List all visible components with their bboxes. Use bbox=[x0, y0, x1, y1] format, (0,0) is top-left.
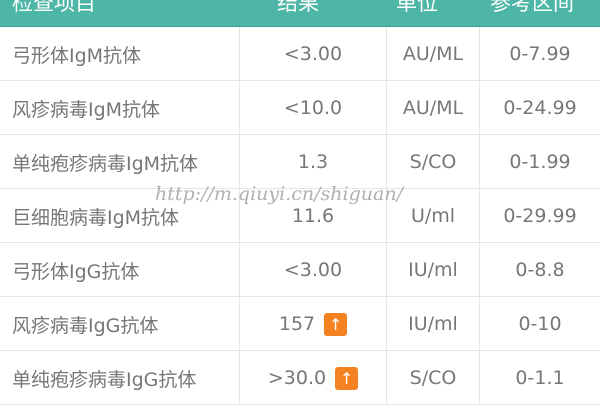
range-value: 0-7.99 bbox=[509, 43, 571, 65]
result-cell: 11.6 bbox=[240, 189, 387, 243]
result-cell: 157 ↑ bbox=[240, 297, 387, 351]
unit-value: IU/ml bbox=[408, 259, 458, 281]
range-cell: 0-10 bbox=[480, 297, 600, 351]
item-name: 弓形体IgM抗体 bbox=[0, 27, 240, 81]
unit-cell: AU/ML bbox=[387, 81, 480, 135]
arrow-up-icon: ↑ bbox=[335, 366, 359, 390]
item-text: 单纯疱疹病毒IgG抗体 bbox=[12, 368, 197, 391]
result-value: 11.6 bbox=[291, 205, 335, 227]
item-text: 风疹病毒IgG抗体 bbox=[12, 314, 159, 337]
result-cell: >30.0 ↑ bbox=[240, 351, 387, 405]
result-cell: 1.3 bbox=[240, 135, 387, 189]
header-unit: 单位 bbox=[396, 0, 438, 15]
unit-value: U/ml bbox=[410, 205, 456, 227]
result-value: 1.3 bbox=[297, 151, 329, 173]
item-name: 单纯疱疹病毒IgG抗体 bbox=[0, 351, 240, 405]
unit-cell: S/CO bbox=[387, 135, 480, 189]
result-value: >30.0 bbox=[267, 367, 327, 389]
result-cell: <10.0 bbox=[240, 81, 387, 135]
result-value: 157 bbox=[278, 313, 316, 335]
header-range: 参考区间 bbox=[490, 0, 574, 15]
table-row: 巨细胞病毒IgM抗体 11.6 U/ml 0-29.99 bbox=[0, 189, 600, 243]
item-name: 单纯疱疹病毒IgM抗体 bbox=[0, 135, 240, 189]
range-cell: 0-8.8 bbox=[480, 243, 600, 297]
table-header: 检查项目 结果 单位 参考区间 bbox=[0, 0, 600, 27]
unit-value: AU/ML bbox=[402, 97, 464, 119]
table-row: 弓形体IgM抗体 <3.00 AU/ML 0-7.99 bbox=[0, 27, 600, 81]
item-text: 弓形体IgM抗体 bbox=[12, 44, 142, 67]
item-name: 弓形体IgG抗体 bbox=[0, 243, 240, 297]
unit-cell: IU/ml bbox=[387, 297, 480, 351]
range-cell: 0-7.99 bbox=[480, 27, 600, 81]
range-value: 0-8.8 bbox=[515, 259, 565, 281]
range-cell: 0-1.99 bbox=[480, 135, 600, 189]
result-value: <10.0 bbox=[283, 97, 343, 119]
unit-cell: IU/ml bbox=[387, 243, 480, 297]
item-name: 风疹病毒IgM抗体 bbox=[0, 81, 240, 135]
item-text: 弓形体IgG抗体 bbox=[12, 260, 140, 283]
unit-cell: AU/ML bbox=[387, 27, 480, 81]
range-cell: 0-1.1 bbox=[480, 351, 600, 405]
header-result: 结果 bbox=[277, 0, 319, 15]
unit-value: AU/ML bbox=[402, 43, 464, 65]
range-value: 0-24.99 bbox=[503, 97, 577, 119]
result-value: <3.00 bbox=[283, 259, 343, 281]
item-text: 巨细胞病毒IgM抗体 bbox=[12, 206, 180, 229]
unit-cell: U/ml bbox=[387, 189, 480, 243]
item-text: 单纯疱疹病毒IgM抗体 bbox=[12, 152, 199, 175]
header-item: 检查项目 bbox=[12, 0, 96, 15]
unit-value: IU/ml bbox=[408, 313, 458, 335]
table-row: 弓形体IgG抗体 <3.00 IU/ml 0-8.8 bbox=[0, 243, 600, 297]
range-cell: 0-24.99 bbox=[480, 81, 600, 135]
table-row: 风疹病毒IgG抗体 157 ↑ IU/ml 0-10 bbox=[0, 297, 600, 351]
item-text: 风疹病毒IgM抗体 bbox=[12, 98, 161, 121]
unit-value: S/CO bbox=[409, 151, 457, 173]
table-row: 单纯疱疹病毒IgM抗体 1.3 S/CO 0-1.99 bbox=[0, 135, 600, 189]
range-value: 0-1.99 bbox=[509, 151, 571, 173]
table-row: 风疹病毒IgM抗体 <10.0 AU/ML 0-24.99 bbox=[0, 81, 600, 135]
range-value: 0-1.1 bbox=[515, 367, 565, 389]
arrow-up-icon: ↑ bbox=[324, 312, 348, 336]
unit-value: S/CO bbox=[409, 367, 457, 389]
range-value: 0-10 bbox=[518, 313, 562, 335]
result-cell: <3.00 bbox=[240, 243, 387, 297]
unit-cell: S/CO bbox=[387, 351, 480, 405]
range-value: 0-29.99 bbox=[503, 205, 577, 227]
range-cell: 0-29.99 bbox=[480, 189, 600, 243]
result-value: <3.00 bbox=[283, 43, 343, 65]
item-name: 巨细胞病毒IgM抗体 bbox=[0, 189, 240, 243]
table-row: 单纯疱疹病毒IgG抗体 >30.0 ↑ S/CO 0-1.1 bbox=[0, 351, 600, 405]
item-name: 风疹病毒IgG抗体 bbox=[0, 297, 240, 351]
result-cell: <3.00 bbox=[240, 27, 387, 81]
